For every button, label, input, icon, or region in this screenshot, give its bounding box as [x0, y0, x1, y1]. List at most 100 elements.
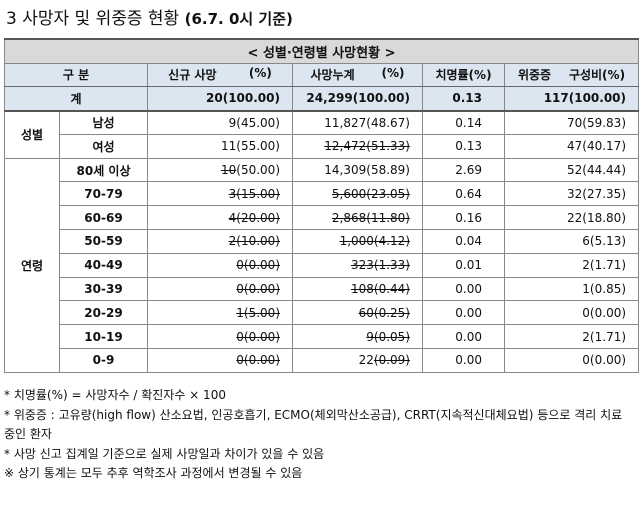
total-new: 20(100.00) [147, 86, 293, 112]
cell-fatality: 0.00 [422, 300, 505, 326]
cell-fatality: 0.13 [422, 133, 505, 159]
row-label: 50-59 [59, 229, 148, 254]
cell-new: 9(45.00) [147, 110, 293, 135]
new-value-struck: 0(0.00) [236, 282, 280, 297]
cell-cum: 2,868(11.80) [292, 205, 423, 231]
cell-new: 0(0.00) [147, 324, 293, 350]
cell-new: 11(55.00) [147, 133, 293, 159]
table-caption-row: < 성별·연령별 사망현황 > [3, 38, 640, 64]
total-fatality: 0.13 [422, 86, 505, 112]
total-cum: 24,299(100.00) [292, 86, 423, 112]
cell-new: 4(20.00) [147, 205, 293, 231]
new-value-struck: 2(10.00) [228, 234, 280, 249]
cell-new: 1(5.00) [147, 300, 293, 326]
group-label-age: 연령 [4, 157, 60, 373]
group-label-sex: 성별 [4, 110, 60, 159]
row-label: 남성 [59, 110, 148, 135]
cell-severe: 0(0.00) [503, 348, 640, 373]
reference-date: (6.7. 0시 기준) [184, 10, 293, 28]
row-label: 10-19 [59, 324, 148, 350]
table-row: 0-9 0(0.00) 22(0.09) 0.00 0(0.00) [5, 348, 640, 373]
header-new-deaths-unit: (%) [248, 66, 272, 81]
new-value-struck: 4(20.00) [228, 210, 280, 225]
header-new-deaths: 신규 사망 (%) [147, 62, 293, 88]
cum-value: 22 [358, 353, 374, 368]
cell-fatality: 0.01 [422, 252, 505, 278]
footnote: * 치명률(%) = 사망자수 / 확진자수 × 100 [4, 388, 226, 402]
cum-value: 11,827(48.67) [324, 115, 410, 130]
section-title: 3 사망자 및 위중증 현황 [6, 9, 180, 29]
section-heading: 3 사망자 및 위중증 현황 (6.7. 0시 기준) [6, 4, 293, 34]
cum-value-struck: 323(1.33) [351, 258, 410, 273]
cum-value-struck: 1,000(4.12) [339, 234, 410, 249]
table-caption: < 성별·연령별 사망현황 > [3, 38, 640, 64]
cell-severe: 32(27.35) [503, 181, 640, 207]
row-label: 0-9 [59, 348, 148, 373]
footnotes: * 치명률(%) = 사망자수 / 확진자수 × 100 * 위중증 : 고유량… [4, 386, 636, 484]
cell-new: 0(0.00) [147, 252, 293, 278]
cell-new: 2(10.00) [147, 229, 293, 254]
row-label: 20-29 [59, 300, 148, 326]
table-row: 40-49 0(0.00) 323(1.33) 0.01 2(1.71) [5, 252, 640, 278]
row-label: 여성 [59, 133, 148, 159]
header-fatality: 치명률(%) [422, 62, 505, 88]
cell-severe: 2(1.71) [503, 324, 640, 350]
cell-cum: 9(0.05) [292, 324, 423, 350]
cell-new: 0(0.00) [147, 348, 293, 373]
cell-severe: 1(0.85) [503, 276, 640, 302]
row-label: 60-69 [59, 205, 148, 231]
cell-cum: 22(0.09) [292, 348, 423, 373]
cell-cum: 1,000(4.12) [292, 229, 423, 254]
cell-fatality: 0.64 [422, 181, 505, 207]
header-row: 구 분 신규 사망 (%) 사망누계 (%) 치명률(%) 위중증 구성비(%) [4, 62, 640, 88]
cell-severe: 6(5.13) [503, 229, 640, 254]
cell-fatality: 0.00 [422, 276, 505, 302]
cell-new: 10(50.00) [147, 157, 293, 183]
new-value-struck: 3(15.00) [228, 186, 280, 201]
cell-fatality: 0.16 [422, 205, 505, 231]
cell-cum: 5,600(23.05) [292, 181, 423, 207]
header-cum-deaths-label: 사망누계 [310, 68, 355, 83]
table-row: 70-79 3(15.00) 5,600(23.05) 0.64 32(27.35) [5, 181, 640, 207]
table-row: 50-59 2(10.00) 1,000(4.12) 0.04 6(5.13) [5, 229, 640, 254]
row-label: 80세 이상 [59, 157, 148, 183]
cell-cum: 14,309(58.89) [292, 157, 423, 183]
death-status-table: < 성별·연령별 사망현황 > 구 분 신규 사망 (%) 사망누계 (%) 치명률… [3, 38, 640, 373]
cum-value-struck: (0.09) [373, 353, 410, 368]
cell-fatality: 0.00 [422, 324, 505, 350]
cum-value-struck: 9(0.05) [366, 329, 410, 344]
cum-value-struck: 2,868(11.80) [331, 210, 410, 225]
header-severe: 위중증 구성비(%) [503, 62, 640, 88]
header-severe-ratio: 구성비(%) [568, 68, 626, 83]
table-row: 30-39 0(0.00) 108(0.44) 0.00 1(0.85) [5, 276, 640, 302]
cell-fatality: 2.69 [422, 157, 505, 183]
cell-new: 0(0.00) [147, 276, 293, 302]
cell-fatality: 0.14 [422, 110, 505, 135]
footnote: * 사망 신고 집계일 기준으로 실제 사망일과 차이가 있을 수 있음 [4, 446, 325, 461]
cell-fatality: 0.00 [422, 348, 505, 373]
new-value-struck: 1(5.00) [236, 305, 280, 320]
table-row: 연령 80세 이상 10(50.00) 14,309(58.89) 2.69 52(44.… [4, 157, 640, 373]
cell-severe: 70(59.83) [503, 110, 640, 135]
header-new-deaths-label: 신규 사망 [168, 68, 217, 83]
table-row: 10-19 0(0.00) 9(0.05) 0.00 2(1.71) [5, 324, 640, 350]
cell-severe: 2(1.71) [503, 252, 640, 278]
row-label: 70-79 [59, 181, 148, 207]
table-row: 20-29 1(5.00) 60(0.25) 0.00 0(0.00) [5, 300, 640, 326]
cum-value-struck: 60(0.25) [358, 305, 410, 320]
total-row: 계 20(100.00) 24,299(100.00) 0.13 117(100… [4, 86, 640, 112]
footnote: ※ 상기 통계는 모두 추후 역학조사 과정에서 변경될 수 있음 [4, 466, 303, 480]
cum-value-struck: 108(0.44) [351, 282, 410, 297]
table-row: 성별 남성 9(45.00) 11,827(48.67) 0.14 70(59.83) [4, 110, 640, 159]
header-category: 구 분 [4, 62, 148, 88]
cum-value: 14,309(58.89) [324, 163, 410, 178]
cell-new: 3(15.00) [147, 181, 293, 207]
header-severe-label: 위중증 [517, 68, 552, 83]
header-cum-deaths-unit: (%) [381, 66, 405, 81]
cell-severe: 52(44.44) [503, 157, 640, 183]
new-value-struck: 10 [221, 163, 237, 178]
cell-severe: 47(40.17) [503, 133, 640, 159]
cell-cum: 108(0.44) [292, 276, 423, 302]
new-value-struck: 0(0.00) [236, 258, 280, 273]
